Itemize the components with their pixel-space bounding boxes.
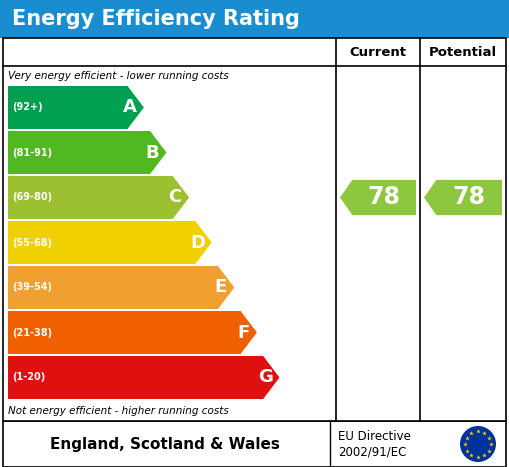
Text: Potential: Potential: [429, 45, 497, 58]
Text: B: B: [146, 143, 159, 162]
Polygon shape: [8, 221, 212, 264]
Polygon shape: [8, 356, 279, 399]
Text: F: F: [237, 324, 249, 341]
Bar: [0, 0, 509, 38]
Circle shape: [460, 426, 496, 462]
Text: (1-20): (1-20): [12, 373, 45, 382]
Text: G: G: [258, 368, 273, 387]
Text: A: A: [123, 99, 137, 116]
Text: (69-80): (69-80): [12, 192, 52, 203]
Text: (39-54): (39-54): [12, 283, 52, 292]
Text: (81-91): (81-91): [12, 148, 52, 157]
Text: England, Scotland & Wales: England, Scotland & Wales: [50, 437, 280, 452]
Text: D: D: [190, 234, 205, 252]
Text: EU Directive: EU Directive: [338, 430, 411, 443]
Polygon shape: [8, 131, 166, 174]
Polygon shape: [8, 266, 234, 309]
Text: (55-68): (55-68): [12, 238, 52, 248]
Text: Energy Efficiency Rating: Energy Efficiency Rating: [12, 9, 300, 29]
Text: Not energy efficient - higher running costs: Not energy efficient - higher running co…: [8, 406, 229, 416]
Text: (21-38): (21-38): [12, 327, 52, 338]
Bar: [3, 421, 506, 467]
Bar: [3, 38, 506, 421]
Polygon shape: [8, 86, 144, 129]
Polygon shape: [340, 180, 416, 215]
Text: 78: 78: [453, 185, 486, 210]
Text: C: C: [168, 189, 182, 206]
Text: Current: Current: [350, 45, 407, 58]
Text: E: E: [214, 278, 227, 297]
Polygon shape: [424, 180, 502, 215]
Text: Very energy efficient - lower running costs: Very energy efficient - lower running co…: [8, 71, 229, 81]
Polygon shape: [8, 176, 189, 219]
Polygon shape: [8, 311, 257, 354]
Text: 78: 78: [367, 185, 401, 210]
Text: (92+): (92+): [12, 102, 43, 113]
Text: 2002/91/EC: 2002/91/EC: [338, 446, 406, 458]
